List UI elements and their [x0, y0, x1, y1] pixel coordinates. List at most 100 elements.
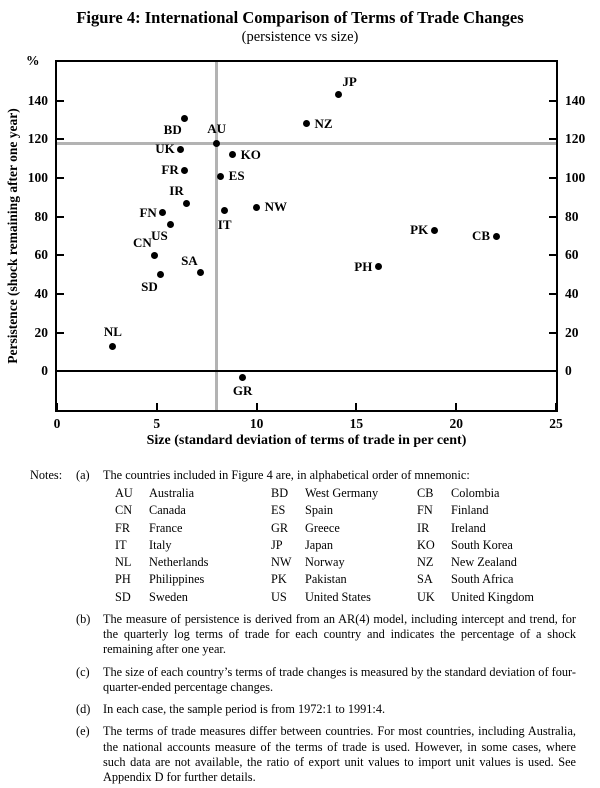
data-point-CB	[492, 232, 500, 240]
scatter-chart: % Persistence (shock remaining after one…	[0, 50, 600, 458]
note-text: The terms of trade measures differ betwe…	[103, 724, 576, 784]
mnemonic-name: Pakistan	[305, 572, 347, 587]
note-marker: (d)	[76, 702, 91, 717]
data-point-CN	[151, 251, 159, 259]
mnemonic-name: United Kingdom	[451, 589, 534, 604]
mnemonic-name: Ireland	[451, 520, 486, 535]
data-point-UK	[177, 145, 185, 153]
y-tick-label-left: 100	[27, 170, 48, 185]
mnemonic-name: Colombia	[451, 486, 500, 501]
note-item-d: (d) In each case, the sample period is fr…	[76, 702, 576, 717]
mnemonic-code: KO	[417, 537, 435, 552]
data-point-label-NW: NW	[264, 199, 287, 214]
x-tick-label: 10	[249, 416, 264, 431]
y-tick-label-right: 140	[565, 92, 586, 108]
data-point-NW	[253, 203, 261, 211]
note-marker: (e)	[76, 724, 90, 739]
mnemonic-code: GR	[271, 520, 289, 535]
y-axis-title: Persistence (shock remaining after one y…	[5, 108, 20, 364]
x-tick-label: 20	[449, 416, 463, 431]
data-point-FN	[159, 209, 167, 217]
data-point-PK	[430, 226, 438, 234]
mnemonic-name: United States	[305, 589, 371, 604]
y-tick-label-left: 40	[34, 286, 49, 301]
data-point-SD	[157, 271, 165, 279]
data-point-label-PK: PK	[410, 222, 429, 238]
mnemonic-code: UK	[417, 589, 435, 604]
mnemonic-code: AU	[115, 486, 133, 501]
y-tick-mark-right	[549, 254, 556, 257]
x-tick-label: 5	[153, 416, 161, 431]
mnemonic-code: CN	[115, 503, 133, 518]
data-point-JP	[334, 91, 342, 99]
mnemonic-code: PK	[271, 572, 287, 587]
mnemonic-code: ES	[271, 503, 286, 518]
data-point-label-IR: IR	[169, 183, 184, 199]
y-tick-mark-right	[549, 370, 556, 373]
notes-label: Notes:	[30, 468, 63, 482]
y-tick-mark-left	[57, 99, 64, 102]
data-point-GR	[239, 373, 247, 381]
mnemonic-code: IT	[115, 537, 127, 552]
data-point-label-JP: JP	[342, 73, 357, 89]
y-tick-label-left: 20	[34, 324, 49, 340]
mnemonic-name: New Zealand	[451, 555, 517, 570]
data-point-label-NL: NL	[103, 324, 122, 340]
note-marker: (b)	[76, 611, 91, 626]
mnemonic-code: FR	[115, 520, 131, 535]
x-tick-label: 15	[349, 416, 364, 431]
y-tick-mark-left	[57, 177, 64, 179]
note-text: The measure of persistence is derived fr…	[103, 611, 576, 657]
y-tick-label-left: 0	[41, 363, 48, 379]
mnemonic-code: CB	[417, 486, 434, 501]
note-marker: (a)	[76, 468, 90, 482]
mnemonic-name: Sweden	[149, 589, 188, 604]
data-point-label-BD: BD	[163, 122, 182, 138]
data-point-label-US: US	[151, 228, 168, 244]
mnemonic-code: BD	[271, 486, 289, 501]
note-items: (a) The countries included in Figure 4 ar…	[76, 468, 576, 785]
figure-subtitle: (persistence vs size)	[241, 29, 359, 45]
mnemonic-table: AU Australia BD West Germany CB Colombia CN Can…	[115, 486, 576, 605]
y-tick-label-right: 100	[565, 170, 586, 185]
reference-line-vertical	[215, 62, 219, 410]
mnemonic-name: South Korea	[451, 537, 513, 552]
mnemonic-code: SD	[115, 589, 131, 604]
note-item-e: (e) The terms of trade measures differ be…	[76, 724, 576, 785]
y-tick-mark-right	[549, 215, 556, 218]
y-tick-mark-left	[57, 331, 64, 334]
data-point-IR	[183, 199, 191, 207]
data-point-KO	[229, 151, 237, 159]
y-tick-mark-right	[549, 138, 556, 141]
data-point-SA	[197, 269, 205, 277]
data-point-label-CB: CB	[472, 228, 491, 243]
data-point-label-UK: UK	[155, 141, 175, 156]
x-tick-mark	[56, 403, 58, 410]
y-tick-mark-right	[549, 293, 556, 295]
y-tick-mark-left	[57, 370, 64, 373]
mnemonic-name: Netherlands	[149, 555, 209, 570]
mnemonic-code: NZ	[417, 555, 434, 570]
y-tick-label-left: 80	[34, 208, 49, 224]
mnemonic-code: PH	[115, 572, 131, 587]
data-point-NZ	[303, 120, 310, 128]
data-point-BD	[181, 114, 189, 122]
mnemonic-name: Finland	[451, 503, 489, 518]
y-tick-label-right: 80	[565, 208, 579, 224]
note-marker: (c)	[76, 664, 90, 679]
mnemonic-code: NL	[115, 555, 132, 570]
y-tick-label-left: 120	[27, 131, 48, 147]
x-axis-title: Size (standard deviation of terms of tra…	[146, 433, 467, 448]
data-point-label-GR: GR	[232, 383, 253, 399]
note-text: The countries included in Figure 4 are, …	[103, 468, 576, 605]
note-text: In each case, the sample period is from …	[103, 702, 386, 717]
mnemonic-name: Australia	[149, 486, 195, 501]
mnemonic-name: West Germany	[305, 486, 379, 501]
zero-axis-line	[57, 370, 556, 373]
y-tick-label-right: 20	[565, 324, 579, 340]
y-tick-label-right: 60	[565, 247, 579, 263]
y-tick-mark-right	[549, 99, 556, 102]
data-point-label-KO: KO	[240, 146, 261, 162]
data-point-label-SA: SA	[181, 252, 198, 268]
y-tick-mark-right	[549, 177, 556, 179]
